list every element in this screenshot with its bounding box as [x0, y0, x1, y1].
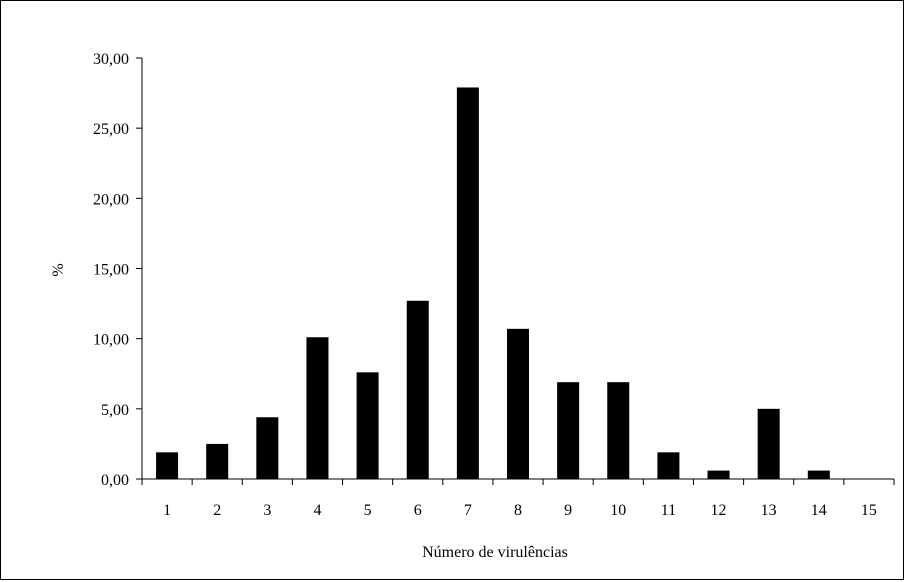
x-tick-label: 8: [514, 502, 522, 519]
x-tick-label: 1: [163, 502, 171, 519]
x-tick-label: 13: [761, 502, 777, 519]
bar: [807, 470, 830, 479]
bar: [206, 443, 229, 479]
bar: [306, 337, 329, 479]
y-tick-label: 0,00: [101, 472, 129, 489]
x-axis-title: Número de virulências: [422, 544, 568, 561]
y-tick-label: 10,00: [93, 332, 129, 349]
y-tick-label: 20,00: [93, 191, 129, 208]
bar: [156, 452, 179, 479]
x-tick-label: 14: [811, 502, 827, 519]
y-tick-label: 30,00: [93, 51, 129, 68]
y-tick-label: 25,00: [93, 121, 129, 138]
bar: [607, 382, 630, 479]
bar: [356, 372, 379, 479]
x-tick-label: 9: [564, 502, 572, 519]
x-tick-label: 11: [661, 502, 676, 519]
x-tick-label: 3: [263, 502, 271, 519]
bar: [256, 417, 279, 479]
bar: [406, 300, 429, 479]
bar: [757, 408, 780, 479]
x-tick-label: 2: [213, 502, 221, 519]
bar: [657, 452, 680, 479]
x-tick-label: 10: [610, 502, 626, 519]
x-tick-label: 5: [364, 502, 372, 519]
x-tick-label: 15: [861, 502, 877, 519]
y-tick-label: 5,00: [101, 402, 129, 419]
x-tick-label: 12: [711, 502, 727, 519]
bar: [707, 470, 730, 479]
y-axis-title: %: [50, 263, 67, 276]
bar: [557, 382, 580, 479]
x-tick-label: 6: [414, 502, 422, 519]
bar: [456, 87, 479, 479]
x-tick-label: 7: [464, 502, 472, 519]
x-tick-label: 4: [313, 502, 321, 519]
y-tick-label: 15,00: [93, 262, 129, 279]
bar: [507, 328, 529, 479]
